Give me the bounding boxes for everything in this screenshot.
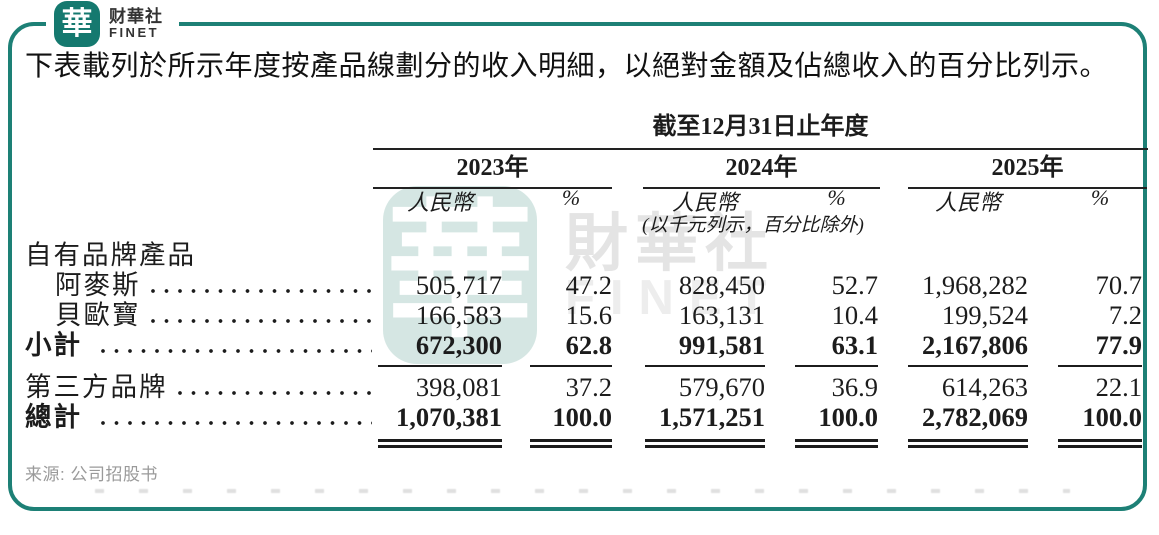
cell-rmb-2024: 828,450 — [678, 270, 765, 300]
dotted-leader — [150, 300, 372, 330]
cell-pct-2025 — [1058, 240, 1142, 270]
year-header-2023: 2023年 — [373, 147, 612, 189]
column-header-pct-2023: % — [561, 185, 581, 210]
table-row-amos: 阿麥斯 505,717 47.2 828,450 52.7 1,968,282 … — [25, 270, 1142, 300]
cell-rmb-2023: 166,583 — [415, 300, 502, 330]
cell-pct-2025: 70.7 — [1095, 270, 1142, 300]
column-header-rmb-2024: 人民幣 — [671, 190, 738, 215]
table-row-subtotal: 小計 672,300 62.8 991,581 63.1 2,167,806 7… — [25, 330, 1142, 367]
revenue-table: 截至12月31日止年度 2023年 2024年 2025年 人民幣 % 人民幣 … — [25, 106, 1148, 448]
table-row-total: 總計 1,070,381 100.0 1,571,251 100.0 2,782… — [25, 402, 1142, 448]
intro-sentence: 下表載列於所示年度按產品線劃分的收入明細，以絕對金額及佔總收入的百分比列示。 — [25, 51, 1109, 82]
cell-pct-2023 — [530, 240, 612, 270]
watermark-text-zh: 財華社 — [565, 209, 775, 279]
row-label: 自有品牌產品 — [25, 240, 196, 270]
cell-pct-2024: 36.9 — [831, 372, 878, 402]
row-label: 貝歐寶 — [55, 300, 141, 330]
cell-rmb-2024: 579,670 — [678, 372, 765, 402]
cell-pct-2023: 15.6 — [565, 300, 612, 330]
cell-pct-2023: 62.8 — [530, 330, 612, 367]
cell-rmb-2023: 672,300 — [378, 330, 502, 367]
watermark-seal: 華 — [383, 186, 537, 364]
cell-rmb-2024: 163,131 — [678, 300, 765, 330]
cell-pct-2025: 77.9 — [1058, 330, 1142, 367]
table-body: 自有品牌產品 阿麥斯 505,717 47.2 828,450 52.7 1,9… — [25, 240, 1142, 448]
year-header-2024: 2024年 — [643, 147, 880, 189]
unit-note: (以千元列示，百分比除外) — [642, 215, 864, 236]
cell-pct-2023: 47.2 — [565, 270, 612, 300]
cell-rmb-2023 — [378, 240, 502, 270]
row-label: 阿麥斯 — [55, 270, 141, 300]
dotted-leader — [100, 330, 372, 360]
cell-pct-2025: 100.0 — [1058, 402, 1142, 448]
column-header-rmb-2023: 人民幣 — [406, 190, 473, 215]
cell-pct-2024: 100.0 — [795, 402, 878, 448]
table-row-own-brand-group: 自有品牌產品 — [25, 240, 1142, 270]
cell-pct-2025: 22.1 — [1095, 372, 1142, 402]
cell-pct-2024: 52.7 — [831, 270, 878, 300]
table-row-beiobao: 貝歐寶 166,583 15.6 163,131 10.4 199,524 7.… — [25, 300, 1142, 330]
faint-cropped-text-line — [95, 489, 1070, 493]
cell-rmb-2025: 1,968,282 — [922, 270, 1028, 300]
cell-pct-2023: 100.0 — [530, 402, 612, 448]
finet-seal-icon: 華 — [54, 1, 100, 47]
cell-rmb-2025: 2,167,806 — [908, 330, 1028, 367]
cell-rmb-2023: 505,717 — [415, 270, 502, 300]
column-header-pct-2024: % — [827, 185, 846, 210]
cell-pct-2024: 63.1 — [795, 330, 878, 367]
cell-rmb-2025: 199,524 — [941, 300, 1028, 330]
cell-rmb-2025: 614,263 — [941, 372, 1028, 402]
cell-rmb-2024: 991,581 — [645, 330, 765, 367]
dotted-leader — [150, 270, 372, 300]
logo-name-zh: 财華社 — [109, 6, 163, 26]
column-header-rmb-2025: 人民幣 — [934, 190, 1001, 215]
dotted-leader — [100, 402, 372, 432]
cell-pct-2024: 10.4 — [831, 300, 878, 330]
cell-pct-2023: 37.2 — [565, 372, 612, 402]
cell-pct-2024 — [795, 240, 878, 270]
row-label: 第三方品牌 — [25, 372, 168, 402]
cell-pct-2025: 7.2 — [1108, 300, 1142, 330]
watermark-text-en: FINET — [565, 271, 782, 325]
cell-rmb-2024 — [645, 240, 765, 270]
column-header-pct-2025: % — [1090, 185, 1110, 210]
source-note: 来源: 公司招股书 — [25, 465, 158, 484]
dotted-leader — [177, 372, 372, 402]
period-header: 截至12月31日止年度 — [373, 106, 1148, 150]
table-row-third-party: 第三方品牌 398,081 37.2 579,670 36.9 614,263 … — [25, 372, 1142, 402]
teal-frame-border — [8, 22, 1147, 511]
row-label: 總計 — [25, 402, 91, 432]
year-header-2025: 2025年 — [908, 147, 1147, 189]
row-label: 小計 — [25, 330, 91, 360]
cell-rmb-2025: 2,782,069 — [908, 402, 1028, 448]
logo-name-en: FINET — [109, 25, 160, 41]
cell-rmb-2025 — [908, 240, 1028, 270]
finet-wordmark: 财華社 FINET — [109, 6, 163, 41]
watermark-seal-glyph: 華 — [386, 192, 534, 356]
cell-rmb-2023: 1,070,381 — [378, 402, 502, 448]
watermark-wordmark: 財華社 FINET — [565, 213, 782, 323]
finet-logo: 華 财華社 FINET — [46, 1, 179, 49]
cell-rmb-2024: 1,571,251 — [645, 402, 765, 448]
cell-rmb-2023: 398,081 — [415, 372, 502, 402]
